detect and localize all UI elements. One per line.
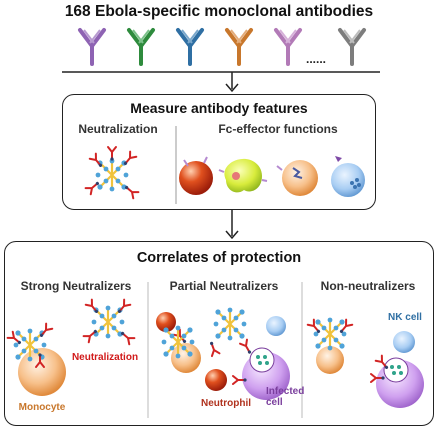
red-cell-icon bbox=[179, 156, 213, 195]
antibody-icon bbox=[338, 28, 366, 66]
monocyte-label: Monocyte bbox=[18, 402, 66, 413]
bound-virus-icon bbox=[306, 316, 354, 352]
monocyte-cell-icon bbox=[316, 346, 344, 374]
antibody-icon bbox=[78, 28, 106, 66]
antibody-icon bbox=[176, 28, 204, 66]
orange-cell-icon bbox=[276, 160, 318, 196]
arrow-down-icon bbox=[225, 72, 239, 93]
neutralization-label: Neutralization bbox=[71, 352, 139, 363]
yellow-cell-icon bbox=[218, 158, 268, 193]
non-neutralizers-heading: Non-neutralizers bbox=[320, 279, 416, 293]
fc-effector-heading: Fc-effector functions bbox=[218, 122, 338, 136]
neutralization-heading: Neutralization bbox=[78, 122, 158, 136]
antibody-icon bbox=[127, 28, 155, 66]
partial-neutralizers-heading: Partial Neutralizers bbox=[169, 279, 279, 293]
neutralized-virus-icon bbox=[82, 298, 136, 346]
infected-cell-label: Infected cell bbox=[266, 386, 305, 408]
ellipsis-text: ...... bbox=[306, 52, 327, 66]
correlates-title: Correlates of protection bbox=[136, 250, 302, 266]
arrow-down-icon bbox=[225, 210, 239, 240]
strong-neutralizers-heading: Strong Neutralizers bbox=[20, 279, 132, 293]
measure-features-box bbox=[62, 94, 376, 210]
measure-features-title: Measure antibody features bbox=[130, 100, 308, 116]
antibody-icon bbox=[274, 28, 302, 66]
figure-title: 168 Ebola-specific monoclonal antibodies bbox=[64, 3, 374, 20]
infected-cell-icon bbox=[370, 354, 424, 408]
blue-cell-icon bbox=[331, 156, 365, 197]
neutralized-virus-icon bbox=[84, 146, 140, 200]
nk-cell-label: NK cell bbox=[388, 312, 422, 323]
antibody-icon bbox=[225, 28, 253, 66]
nk-cell-icon bbox=[266, 316, 286, 336]
infected-cell-icon bbox=[232, 338, 290, 400]
nk-cell-icon bbox=[393, 331, 415, 353]
neutrophil-label: Neutrophil bbox=[201, 398, 251, 409]
